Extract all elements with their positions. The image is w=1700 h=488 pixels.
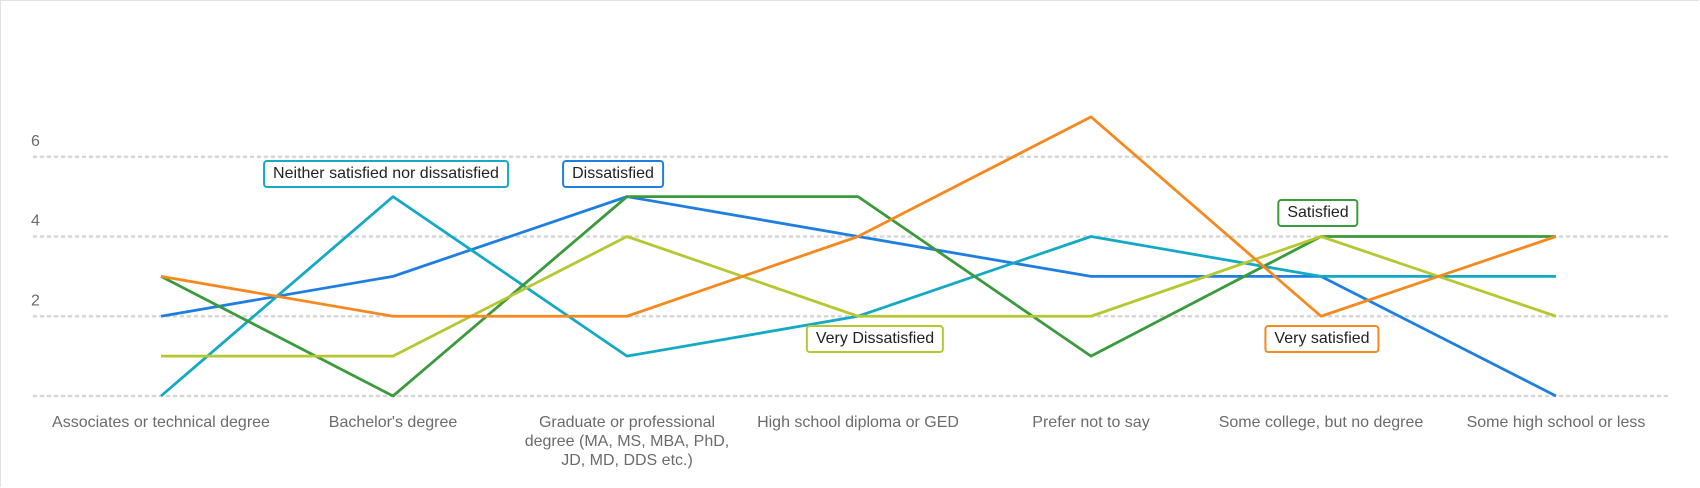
- legend-label: Very satisfied: [1264, 325, 1380, 353]
- x-tick-label: Associates or technical degree: [52, 414, 270, 431]
- series-line: [160, 115, 1557, 318]
- legend-label: Very Dissatisfied: [805, 325, 945, 353]
- y-tick-label: 4: [31, 213, 40, 230]
- x-tick-label: Graduate or professional degree (MA, MS,…: [524, 414, 730, 469]
- x-tick-label: High school diploma or GED: [757, 414, 959, 431]
- x-tick-label: Prefer not to say: [1032, 414, 1150, 431]
- x-tick-label: Bachelor's degree: [328, 414, 458, 431]
- x-tick-label: Some high school or less: [1466, 414, 1646, 431]
- x-tick-label: Some college, but no degree: [1218, 414, 1424, 431]
- legend-label: Dissatisfied: [562, 160, 664, 188]
- legend-label: Neither satisfied nor dissatisfied: [263, 160, 509, 188]
- legend-label: Satisfied: [1277, 199, 1359, 227]
- y-tick-label: 2: [31, 292, 40, 309]
- series-line: [161, 235, 1557, 358]
- y-tick-label: 6: [31, 133, 40, 150]
